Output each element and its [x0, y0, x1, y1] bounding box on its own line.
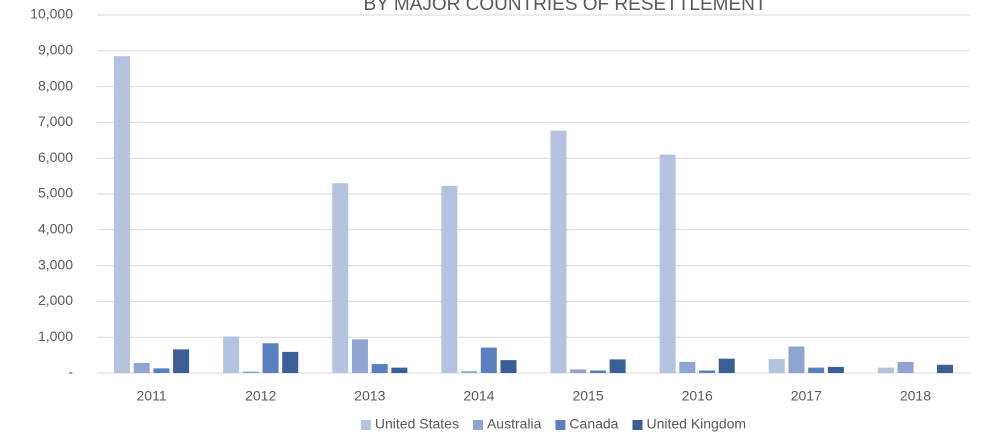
x-tick-label: 2012 [245, 388, 276, 404]
bar [827, 366, 844, 373]
y-tick-label: 3,000 [38, 256, 73, 272]
legend-label: United States [375, 416, 459, 432]
bar [114, 56, 131, 374]
bar [659, 154, 676, 373]
x-tick-label: 2018 [900, 388, 931, 404]
bar [223, 336, 240, 373]
bar [480, 347, 497, 373]
y-tick-label: 9,000 [38, 42, 73, 58]
legend-swatch [472, 420, 483, 430]
bar [877, 367, 894, 373]
bar [768, 359, 785, 373]
legend-label: Australia [487, 416, 542, 432]
bar [153, 368, 170, 373]
bar [351, 339, 368, 373]
bar [897, 361, 914, 373]
bar [282, 351, 299, 373]
y-tick-label: 4,000 [38, 221, 73, 237]
legend-swatch [555, 420, 566, 430]
bar [699, 370, 716, 373]
bar [391, 367, 408, 373]
y-tick-label: - [68, 364, 73, 380]
bar [332, 183, 349, 373]
bar [808, 367, 825, 373]
bar [173, 349, 190, 373]
bar [609, 359, 626, 373]
legend-label: United Kingdom [646, 416, 746, 432]
bar [936, 364, 953, 373]
bar [788, 346, 805, 373]
y-tick-label: 10,000 [30, 6, 73, 22]
y-tick-label: 6,000 [38, 149, 73, 165]
x-tick-label: 2014 [463, 388, 494, 404]
x-tick-label: 2017 [791, 388, 822, 404]
bar [133, 362, 150, 373]
x-tick-label: 2011 [137, 388, 167, 404]
bar [262, 343, 279, 373]
bar [679, 361, 696, 373]
bar [589, 370, 606, 373]
bar [718, 358, 735, 373]
bar [242, 371, 259, 373]
x-tick-label: 2013 [354, 388, 385, 404]
bar [570, 369, 587, 373]
legend-swatch [360, 420, 371, 430]
bar [550, 130, 567, 373]
y-tick-label: 2,000 [38, 292, 73, 308]
bar [500, 360, 517, 373]
chart-title: BY MAJOR COUNTRIES OF RESETTLEMENT [364, 0, 767, 15]
legend-swatch [632, 420, 643, 430]
legend-label: Canada [569, 416, 618, 432]
bar [461, 371, 478, 373]
y-tick-label: 5,000 [38, 185, 73, 201]
x-tick-label: 2015 [572, 388, 603, 404]
y-tick-label: 7,000 [38, 113, 73, 129]
y-tick-label: 8,000 [38, 77, 73, 93]
x-tick-label: 2016 [682, 388, 713, 404]
y-tick-label: 1,000 [38, 328, 73, 344]
bar [441, 185, 458, 373]
bar [371, 364, 388, 373]
